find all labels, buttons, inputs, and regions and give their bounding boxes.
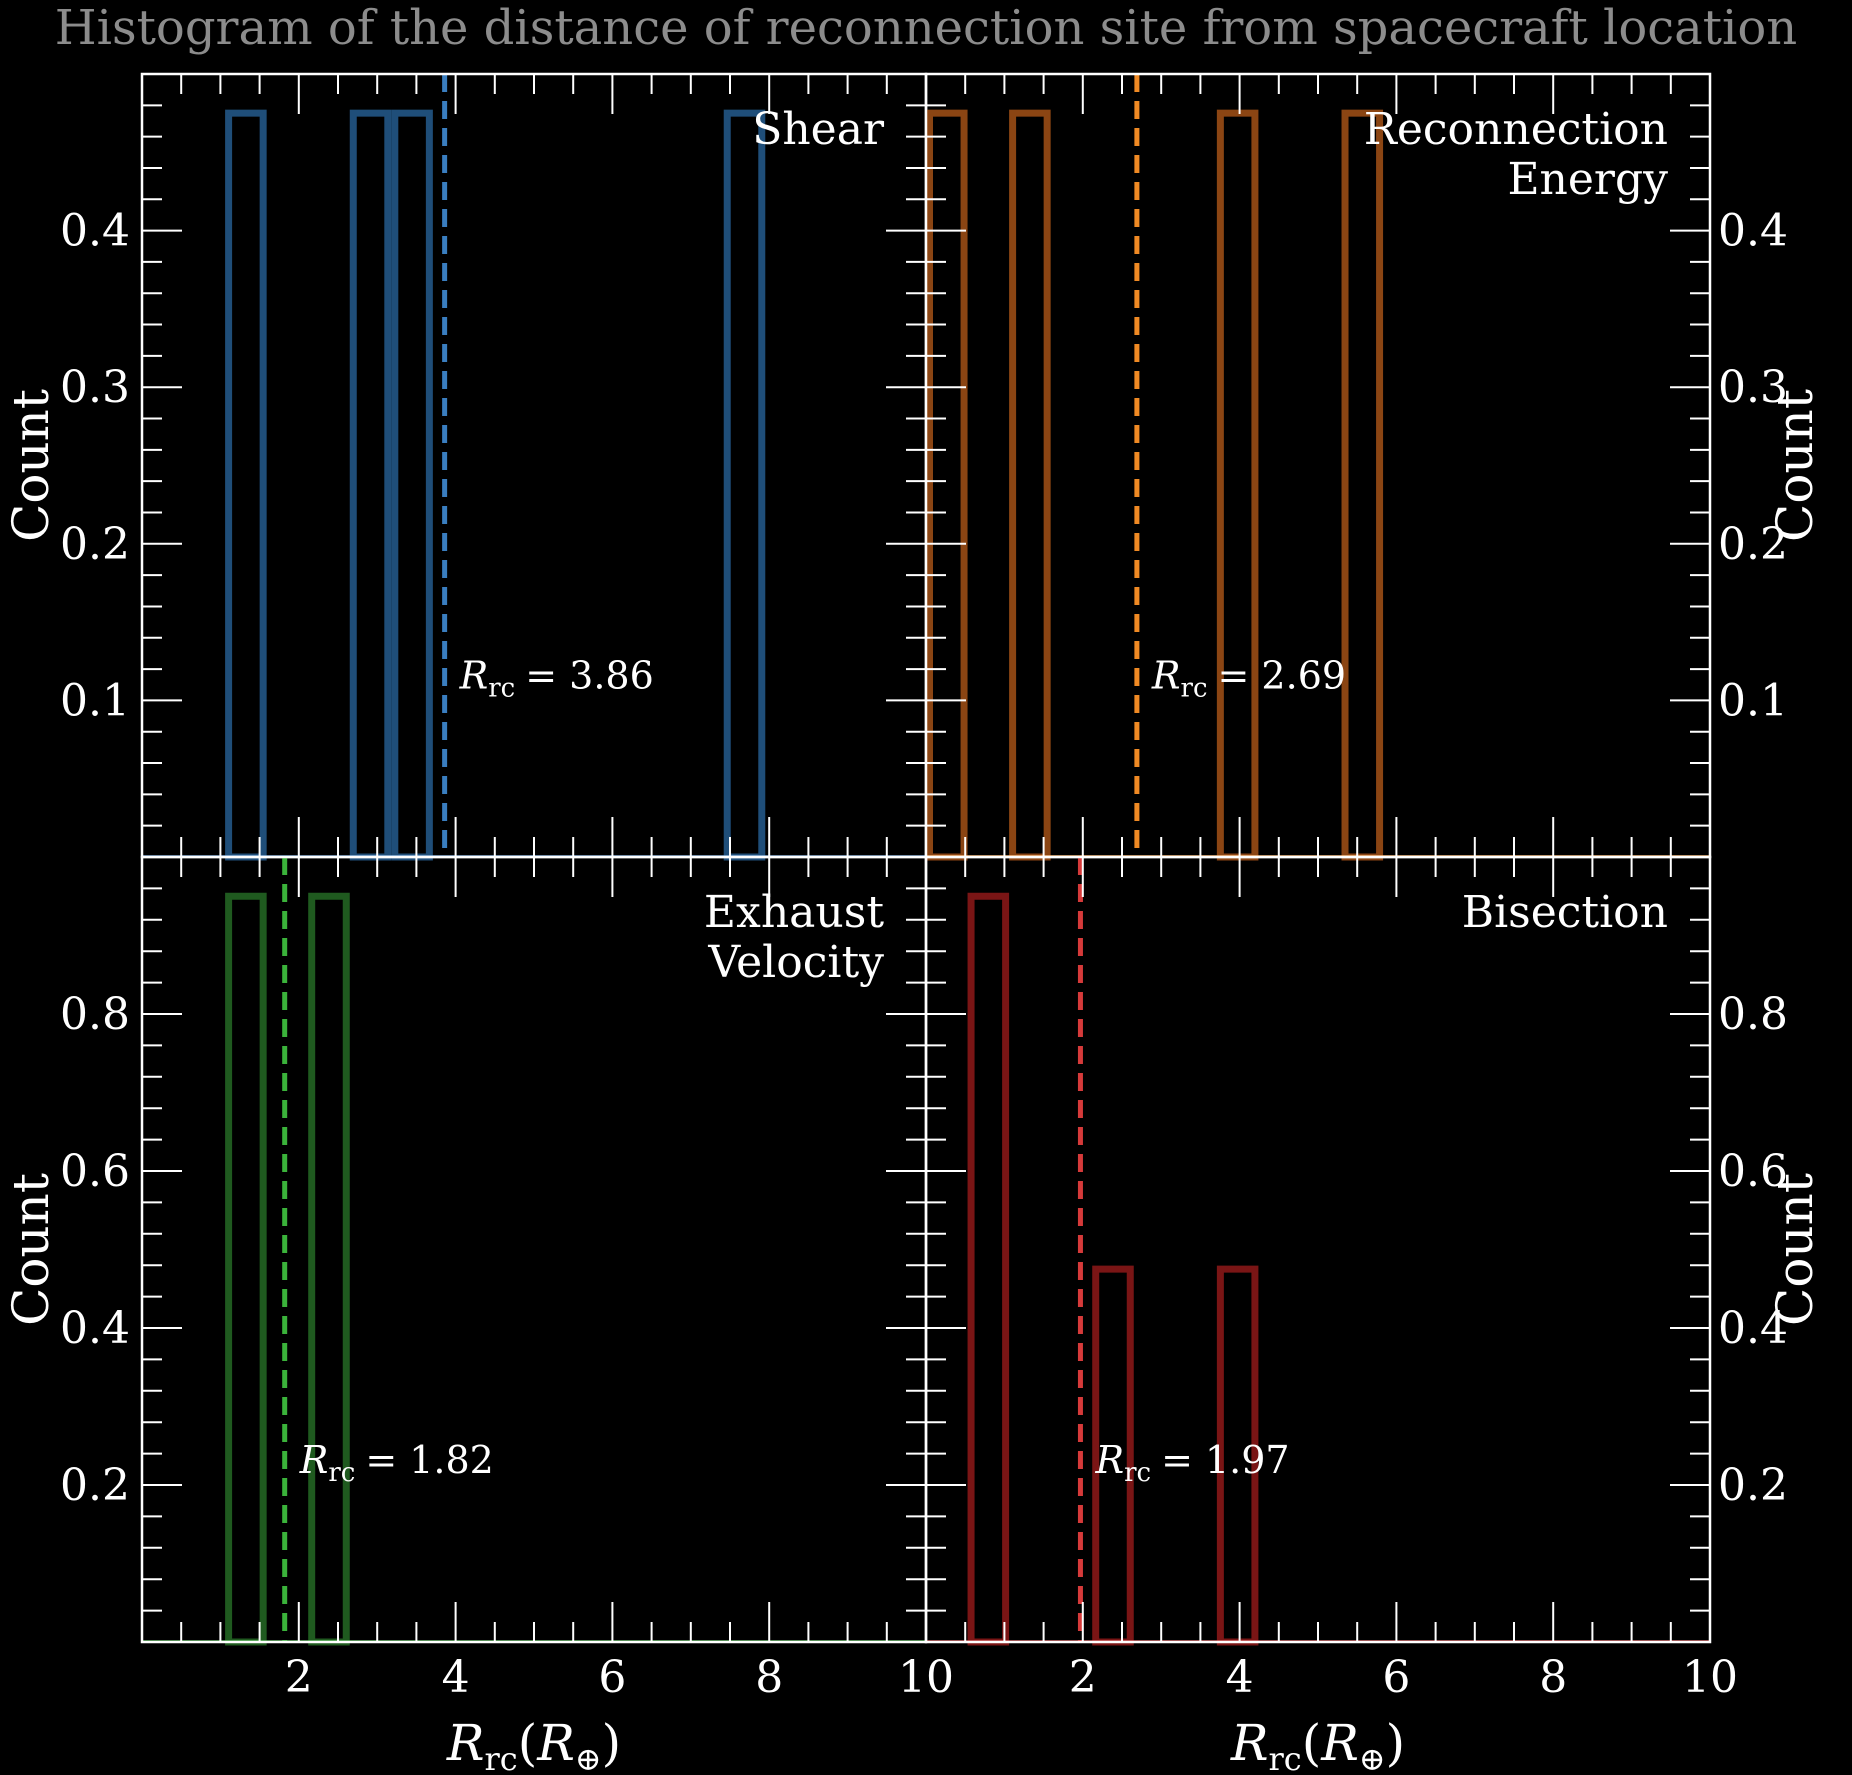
median-label: Rrc = 3.86 (459, 654, 654, 704)
panel-label: Reconnection (1364, 104, 1668, 155)
x-tick-label: 8 (1539, 1652, 1567, 1703)
x-axis-label: Rrc(R⊕) (446, 1714, 621, 1775)
y-tick-label: 0.8 (60, 989, 130, 1040)
y-tick-label: 0.6 (60, 1146, 130, 1197)
median-label: Rrc = 1.82 (299, 1438, 494, 1488)
y-tick-label: 0.1 (1718, 675, 1788, 726)
panel-label: Bisection (1462, 887, 1668, 938)
y-tick-label: 0.4 (1718, 206, 1788, 257)
figure-title: Histogram of the distance of reconnectio… (55, 0, 1797, 56)
y-tick-label: 0.3 (1718, 362, 1788, 413)
x-tick-label: 6 (1382, 1652, 1410, 1703)
x-axis-label: Rrc(R⊕) (1230, 1714, 1405, 1775)
y-axis-label: Count (1766, 389, 1824, 542)
panel-label: Velocity (707, 937, 884, 988)
y-tick-label: 0.2 (1718, 519, 1788, 570)
y-axis-label: Count (1766, 1173, 1824, 1326)
y-axis-label: Count (2, 389, 60, 542)
x-tick-label: 4 (442, 1652, 470, 1703)
x-tick-label: 2 (285, 1652, 313, 1703)
panel-label: Shear (752, 104, 885, 155)
y-tick-label: 0.8 (1718, 989, 1788, 1040)
y-tick-label: 0.4 (60, 1303, 130, 1354)
y-tick-label: 0.4 (1718, 1303, 1788, 1354)
y-tick-label: 0.2 (60, 519, 130, 570)
panel-label: Energy (1507, 154, 1668, 205)
x-tick-label: 10 (1682, 1652, 1738, 1703)
x-tick-label: 10 (898, 1652, 954, 1703)
y-tick-label: 0.6 (1718, 1146, 1788, 1197)
y-tick-label: 0.1 (60, 675, 130, 726)
x-tick-label: 6 (598, 1652, 626, 1703)
panel-label: Exhaust (704, 887, 884, 938)
x-tick-label: 4 (1226, 1652, 1254, 1703)
y-tick-label: 0.3 (60, 362, 130, 413)
y-tick-label: 0.2 (60, 1460, 130, 1511)
y-tick-label: 0.4 (60, 206, 130, 257)
median-label: Rrc = 1.97 (1094, 1438, 1289, 1488)
panel-1: Rrc = 3.86 Shear 0.1 0.2 0.3 0.4 Count (2, 72, 928, 861)
x-tick-label: 2 (1069, 1652, 1097, 1703)
panel-4: Rrc = 1.97 Bisection 0.2 0.4 0.6 0.8 2 4 6 8 10 Rrc(… (924, 855, 1824, 1775)
y-tick-label: 0.2 (1718, 1460, 1788, 1511)
x-tick-label: 8 (755, 1652, 783, 1703)
median-label: Rrc = 2.69 (1151, 654, 1346, 704)
y-axis-label: Count (2, 1173, 60, 1326)
